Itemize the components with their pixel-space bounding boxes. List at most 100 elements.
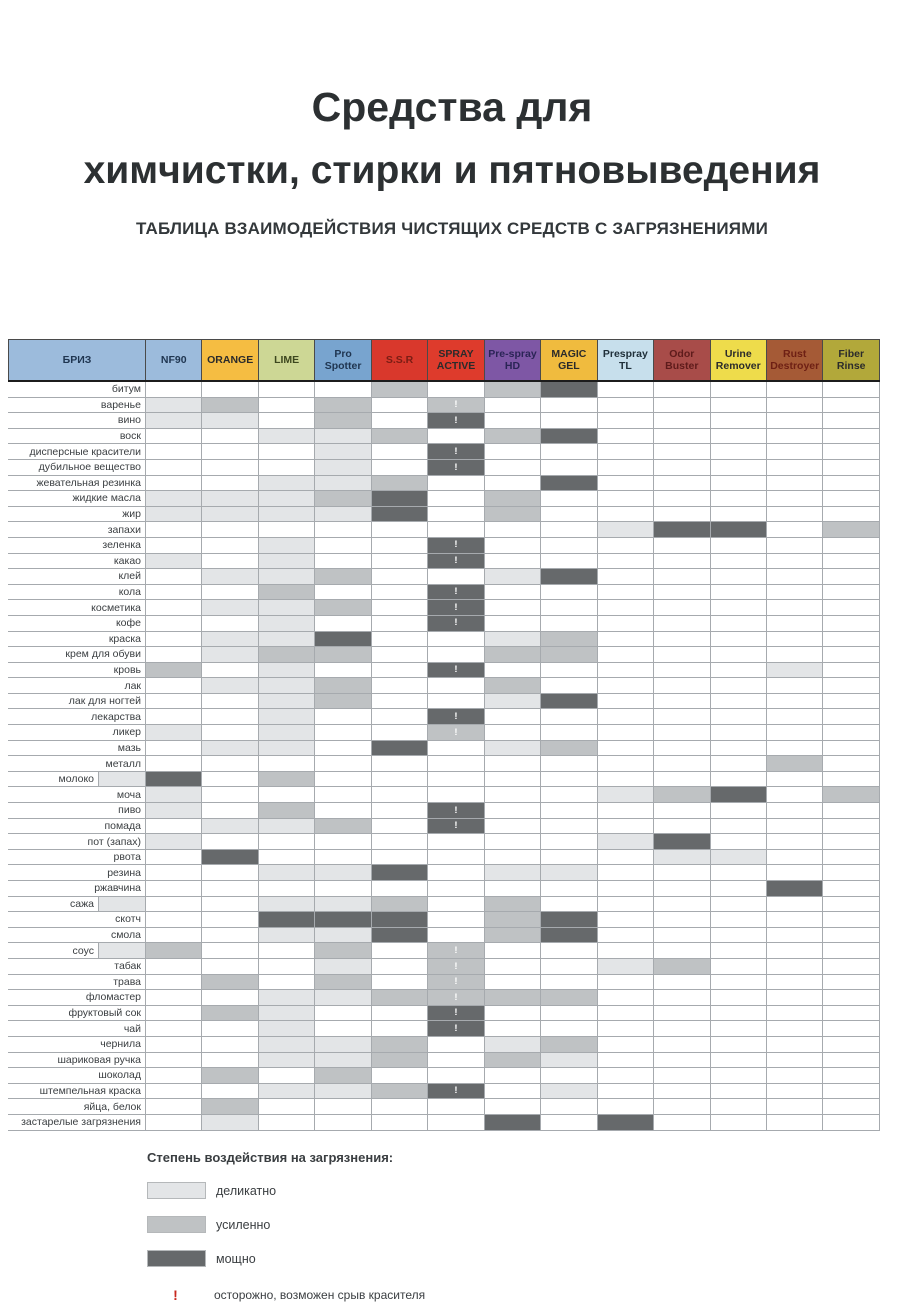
stain-cell bbox=[483, 614, 542, 632]
stain-cell bbox=[427, 692, 485, 710]
stain-cell bbox=[709, 599, 767, 616]
stain-row-label: чернила bbox=[8, 1035, 146, 1053]
stain-row-label: крем для обуви bbox=[8, 646, 146, 663]
stain-cell bbox=[709, 490, 767, 507]
stain-cell bbox=[314, 1113, 372, 1131]
stain-cell bbox=[483, 708, 542, 726]
stain-cell: ! bbox=[427, 989, 485, 1006]
stain-cell bbox=[653, 802, 711, 819]
stain-row: чернила bbox=[8, 1035, 880, 1053]
stain-cell bbox=[370, 926, 429, 944]
stain-cell bbox=[765, 786, 824, 804]
stain-cell bbox=[596, 646, 655, 663]
stain-cell bbox=[144, 568, 203, 585]
stain-cell bbox=[822, 490, 880, 507]
stain-cell bbox=[822, 630, 880, 648]
stain-cell bbox=[201, 536, 259, 554]
stain-cell bbox=[201, 817, 259, 835]
stain-cell bbox=[765, 505, 824, 523]
stain-row-label: помада bbox=[8, 817, 146, 835]
stain-cell bbox=[314, 661, 372, 679]
stain-cell bbox=[540, 505, 598, 523]
stain-cell bbox=[653, 568, 711, 585]
stain-cell bbox=[653, 895, 711, 913]
stain-cell bbox=[540, 427, 598, 445]
stain-cell bbox=[765, 380, 824, 398]
stain-cell bbox=[483, 599, 542, 616]
stain-cell bbox=[765, 536, 824, 554]
stain-cell bbox=[314, 646, 372, 663]
stain-cell bbox=[370, 599, 429, 616]
stain-row-label: варенье bbox=[8, 396, 146, 414]
stain-cell bbox=[144, 1067, 203, 1084]
stain-cell bbox=[653, 1067, 711, 1084]
stain-cell bbox=[257, 1082, 316, 1100]
stain-cell bbox=[370, 880, 429, 897]
stain-row: моча bbox=[8, 786, 880, 804]
stain-cell bbox=[822, 552, 880, 570]
stain-cell bbox=[427, 646, 485, 663]
stain-cell bbox=[483, 926, 542, 944]
stain-cell bbox=[201, 490, 259, 507]
stain-cell bbox=[257, 614, 316, 632]
stain-cell bbox=[596, 973, 655, 991]
stain-cell bbox=[144, 724, 203, 741]
stain-cell bbox=[540, 552, 598, 570]
stain-cell bbox=[483, 474, 542, 492]
stain-row-label: запахи bbox=[8, 521, 146, 538]
stain-cell bbox=[98, 895, 146, 913]
stain-row: краска bbox=[8, 630, 880, 648]
legend-title: Степень воздействия на загрязнения: bbox=[147, 1150, 394, 1165]
stain-cell bbox=[201, 380, 259, 398]
stain-row: дубильное вещество! bbox=[8, 458, 880, 476]
stain-cell bbox=[201, 880, 259, 897]
stain-cell bbox=[653, 583, 711, 601]
stain-cell bbox=[653, 1035, 711, 1053]
stain-cell bbox=[257, 957, 316, 975]
stain-cell bbox=[314, 1004, 372, 1022]
stain-cell bbox=[653, 1082, 711, 1100]
stain-cell bbox=[765, 490, 824, 507]
stain-cell: ! bbox=[427, 1004, 485, 1022]
stain-row-label: фруктовый сок bbox=[8, 1004, 146, 1022]
stain-cell bbox=[314, 568, 372, 585]
stain-cell bbox=[370, 786, 429, 804]
stain-row-label: металл bbox=[8, 755, 146, 772]
stain-cell bbox=[483, 957, 542, 975]
stain-row-label: жевательная резинка bbox=[8, 474, 146, 492]
stain-cell bbox=[370, 1113, 429, 1131]
stain-cell bbox=[257, 942, 316, 959]
stain-cell bbox=[709, 521, 767, 538]
stain-cell bbox=[483, 786, 542, 804]
product-column-header: Pre-spray HD bbox=[483, 339, 542, 382]
stain-cell bbox=[596, 677, 655, 694]
stain-cell bbox=[201, 802, 259, 819]
stain-cell bbox=[540, 802, 598, 819]
stain-cell bbox=[144, 536, 203, 554]
stain-cell bbox=[596, 724, 655, 741]
stain-cell bbox=[427, 1051, 485, 1069]
stain-row-label: зеленка bbox=[8, 536, 146, 554]
stain-row-label: чай bbox=[8, 1020, 146, 1037]
stain-cell bbox=[257, 1004, 316, 1022]
stain-cell bbox=[483, 630, 542, 648]
stain-cell bbox=[98, 942, 146, 959]
stain-cell bbox=[653, 942, 711, 959]
stain-cell bbox=[427, 864, 485, 881]
stain-cell bbox=[144, 396, 203, 414]
stain-cell bbox=[822, 427, 880, 445]
stain-cell bbox=[370, 443, 429, 460]
stain-cell bbox=[483, 724, 542, 741]
stain-cell bbox=[483, 505, 542, 523]
stain-cell bbox=[653, 786, 711, 804]
stain-cell bbox=[765, 755, 824, 772]
stain-cell bbox=[314, 1035, 372, 1053]
stain-row: кровь! bbox=[8, 661, 880, 679]
stain-cell bbox=[314, 427, 372, 445]
stain-cell bbox=[314, 1020, 372, 1037]
stain-row: металл bbox=[8, 755, 880, 772]
stain-cell bbox=[822, 864, 880, 881]
stain-cell bbox=[201, 505, 259, 523]
stain-cell bbox=[144, 614, 203, 632]
stain-row-label: клей bbox=[8, 568, 146, 585]
